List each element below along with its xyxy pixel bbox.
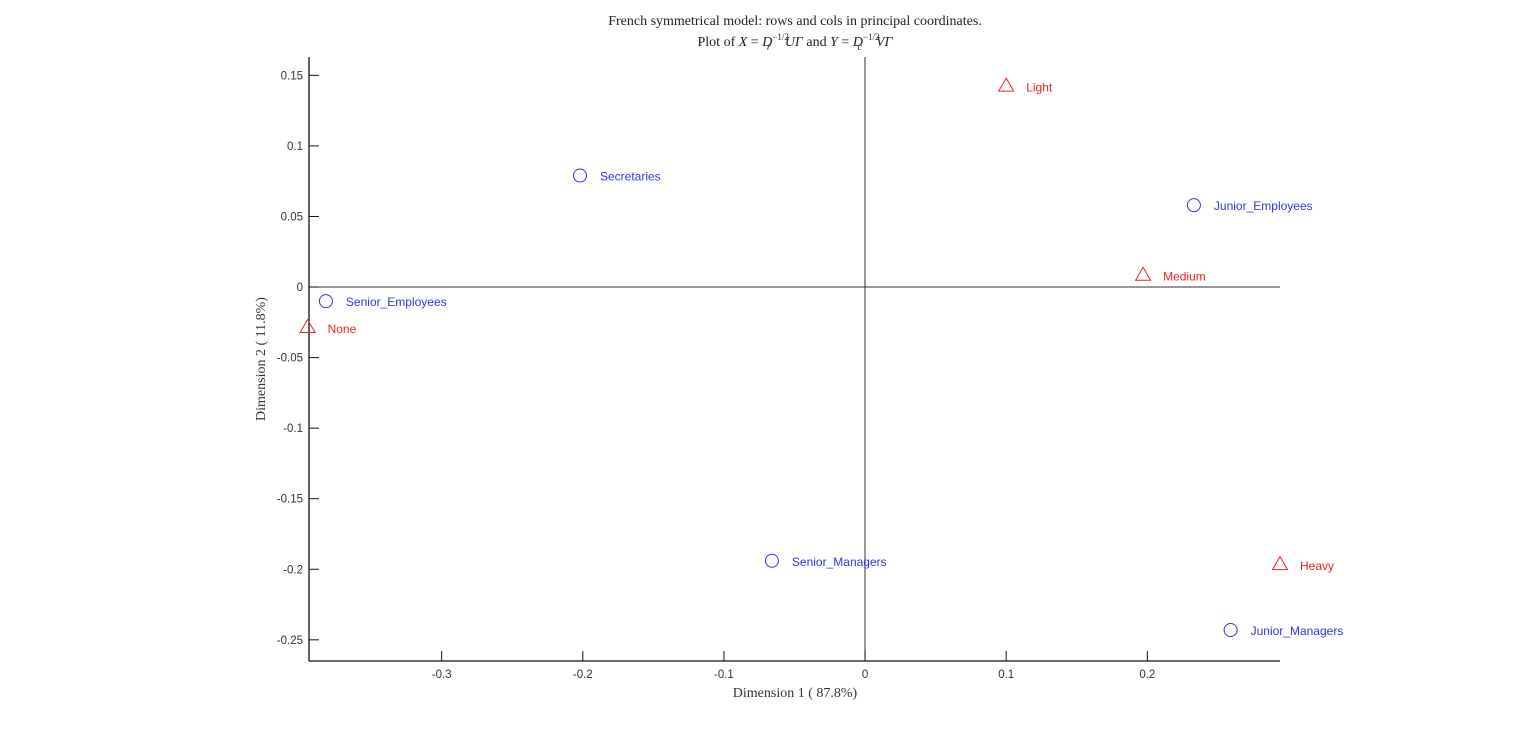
x-tick-label: 0	[862, 669, 868, 681]
data-point: Senior_Managers	[764, 553, 887, 569]
circle-marker-icon	[1186, 198, 1201, 213]
y-tick-label: -0.2	[283, 564, 303, 576]
y-tick-label: 0.1	[287, 141, 303, 153]
point-label: Medium	[1163, 270, 1206, 284]
x-tick-label: 0.1	[998, 669, 1014, 681]
y-tick-label: -0.05	[277, 353, 303, 365]
x-tick-label: -0.1	[714, 669, 734, 681]
y-tick-label: 0.05	[281, 211, 303, 223]
y-ticks: 0.15 0.1 0.05 0 -0.05 -0.1 -0.15 -0.2 -0.25	[277, 70, 319, 647]
y-tick-label: 0	[297, 282, 303, 294]
y-tick-label: -0.1	[283, 423, 303, 435]
point-label: Heavy	[1300, 559, 1334, 573]
x-tick-label: 0.2	[1139, 669, 1155, 681]
data-point: Medium	[1134, 266, 1206, 284]
y-tick-label: -0.15	[277, 494, 303, 506]
triangle-marker-icon	[299, 318, 316, 334]
point-label: Senior_Managers	[792, 555, 887, 569]
data-point: Junior_Managers	[1223, 622, 1344, 638]
data-point: Heavy	[1271, 555, 1334, 573]
point-label: Secretaries	[600, 170, 661, 184]
triangle-marker-icon	[1271, 555, 1289, 571]
circle-marker-icon	[764, 553, 779, 568]
circle-marker-icon	[572, 168, 587, 183]
axes: -0.3 -0.2 -0.1 0 0.1 0.2 0.15 0.1 0.05 0 -0.05 -0.…	[277, 57, 1280, 681]
y-axis-label: Dimension 2 ( 11.8%)	[254, 297, 269, 421]
chart-title: French symmetrical model: rows and cols …	[608, 14, 982, 29]
circle-marker-icon	[1223, 622, 1238, 637]
data-point: Junior_Employees	[1186, 198, 1313, 213]
y-tick-label: -0.25	[277, 635, 303, 647]
x-tick-label: -0.3	[432, 669, 452, 681]
data-points: Senior_Managers Junior_Managers Senior_Emp…	[299, 77, 1344, 638]
point-label: Junior_Employees	[1214, 199, 1313, 213]
data-point: Secretaries	[572, 168, 661, 184]
y-tick-label: 0.15	[281, 70, 303, 82]
x-axis-label: Dimension 1 ( 87.8%)	[733, 686, 858, 701]
data-point: Light	[997, 77, 1053, 95]
data-point: None	[299, 318, 357, 336]
data-point: Senior_Employees	[318, 294, 447, 309]
triangle-marker-icon	[997, 77, 1015, 92]
point-label: Senior_Employees	[346, 295, 447, 309]
point-label: Junior_Managers	[1251, 624, 1344, 638]
triangle-marker-icon	[1134, 266, 1152, 281]
point-label: None	[328, 322, 357, 336]
circle-marker-icon	[318, 294, 333, 309]
chart-subtitle: Plot of X = D−1/2 r UΓ and Y = D−1/2 c VΓ	[698, 32, 894, 53]
point-label: Light	[1026, 81, 1053, 95]
x-ticks: -0.3 -0.2 -0.1 0 0.1 0.2	[432, 651, 1155, 681]
x-tick-label: -0.2	[573, 669, 593, 681]
